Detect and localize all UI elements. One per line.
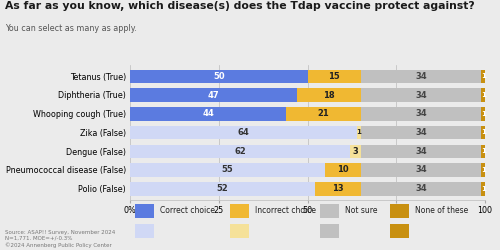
Bar	[286, 107, 361, 120]
Bar	[482, 107, 485, 120]
Bar	[357, 126, 361, 139]
Text: 52: 52	[216, 184, 228, 193]
Text: You can select as many as apply.: You can select as many as apply.	[5, 24, 137, 33]
Text: 15: 15	[328, 72, 340, 81]
Text: 50: 50	[213, 72, 224, 81]
Bar	[361, 126, 482, 139]
Bar	[482, 126, 485, 139]
Bar	[130, 144, 350, 158]
Bar	[482, 144, 485, 158]
Text: 1: 1	[481, 111, 486, 117]
Text: 21: 21	[318, 109, 330, 118]
Bar	[130, 182, 314, 196]
Bar	[482, 88, 485, 102]
Text: 1: 1	[481, 167, 486, 173]
Text: Incorrect choice: Incorrect choice	[255, 206, 316, 215]
Bar	[361, 70, 482, 83]
Bar	[130, 163, 325, 177]
Text: 34: 34	[416, 128, 427, 137]
Text: 62: 62	[234, 147, 246, 156]
Text: 1: 1	[356, 130, 362, 136]
Bar	[482, 163, 485, 177]
Bar	[130, 88, 297, 102]
Bar	[130, 126, 357, 139]
Text: 34: 34	[416, 184, 427, 193]
Text: 13: 13	[332, 184, 344, 193]
Bar	[361, 144, 482, 158]
Text: 47: 47	[208, 90, 219, 100]
Bar	[361, 182, 482, 196]
Text: None of these: None of these	[415, 206, 469, 215]
Text: 10: 10	[337, 166, 349, 174]
Text: 1: 1	[481, 186, 486, 192]
Text: 3: 3	[352, 147, 358, 156]
Text: 34: 34	[416, 147, 427, 156]
Bar	[361, 88, 482, 102]
Text: Not sure: Not sure	[345, 206, 378, 215]
Text: 34: 34	[416, 166, 427, 174]
Text: 18: 18	[323, 90, 334, 100]
Text: 64: 64	[238, 128, 250, 137]
Bar	[297, 88, 361, 102]
Text: 55: 55	[222, 166, 234, 174]
Bar	[130, 70, 308, 83]
Text: 34: 34	[416, 72, 427, 81]
Bar	[482, 70, 485, 83]
Bar	[482, 182, 485, 196]
Bar	[308, 70, 361, 83]
Bar	[325, 163, 361, 177]
Text: 34: 34	[416, 109, 427, 118]
Text: 1: 1	[481, 148, 486, 154]
Text: 34: 34	[416, 90, 427, 100]
Text: 1: 1	[481, 73, 486, 79]
Bar	[130, 107, 286, 120]
Text: Correct choice: Correct choice	[160, 206, 215, 215]
Text: Source: ASAP!! Survey, November 2024
N=1,771. MOE=+/-0.3%
©2024 Annenberg Public: Source: ASAP!! Survey, November 2024 N=1…	[5, 230, 115, 248]
Bar	[361, 163, 482, 177]
Text: 1: 1	[481, 130, 486, 136]
Bar	[361, 107, 482, 120]
Bar	[314, 182, 361, 196]
Text: 44: 44	[202, 109, 214, 118]
Text: 1: 1	[481, 92, 486, 98]
Text: As far as you know, which disease(s) does the Tdap vaccine protect against?: As far as you know, which disease(s) doe…	[5, 1, 475, 11]
Bar	[350, 144, 361, 158]
